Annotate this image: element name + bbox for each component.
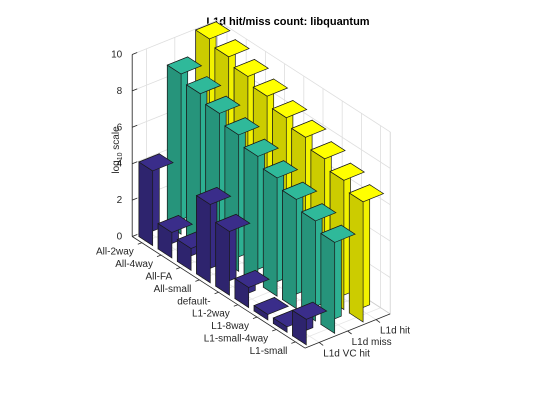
bar-top-face (281, 181, 318, 200)
bar (166, 56, 203, 235)
z-tick (132, 124, 138, 128)
series-tick (347, 330, 352, 335)
z-tick (132, 52, 138, 55)
category-tick (291, 341, 296, 344)
z-tick-label: 0 (117, 232, 123, 243)
category-tick (252, 316, 258, 319)
bar (195, 186, 232, 284)
bar-top-face (252, 78, 289, 97)
bar-top-face (194, 21, 231, 40)
bar-front-face (243, 146, 259, 285)
bar-top-face (166, 56, 203, 75)
bar (300, 203, 337, 322)
bar-top-face (291, 301, 328, 320)
series-tick-label: L1d miss (352, 337, 392, 348)
bar-top-face (214, 213, 251, 232)
category-tick-label: L1-8way (211, 321, 249, 332)
bar-top-face (271, 100, 308, 119)
bar-top-face (233, 59, 270, 77)
bar-top-face (204, 95, 241, 114)
series-tick (318, 342, 324, 346)
category-tick-label: L1-small-4way (204, 334, 268, 345)
category-tick (214, 291, 219, 295)
bar-front-face (166, 64, 182, 235)
bar-top-face (224, 117, 260, 136)
z-axis-label-sub: 10 (117, 152, 124, 160)
bar (262, 160, 299, 297)
category-tick-label: All-4way (115, 259, 153, 270)
category-tick-label: All-small (154, 284, 192, 295)
bar-front-face (215, 221, 230, 296)
series-tick-label: L1d hit (380, 326, 410, 337)
bar-front-face (196, 194, 211, 284)
bar (253, 296, 290, 321)
category-tick-label: All-2way (96, 247, 134, 258)
bar-top-face (185, 76, 222, 95)
z-tick-label: 10 (111, 50, 123, 61)
bar-top-face (348, 184, 385, 203)
z-tick (132, 234, 138, 237)
bar (291, 301, 328, 346)
bar-front-face (320, 232, 336, 335)
bar-top-face (195, 187, 232, 205)
bar-top-face (262, 160, 299, 179)
category-tick (233, 304, 238, 307)
bar (348, 184, 385, 323)
category-tick (156, 254, 162, 257)
category-tick (195, 279, 200, 282)
category-tick-label: L1-small (250, 346, 288, 357)
bar (214, 213, 251, 296)
series-tick (375, 319, 381, 323)
bar (281, 181, 318, 310)
bar-top-face (310, 141, 346, 160)
bar-top-face (329, 162, 366, 181)
bar-front-face (348, 192, 364, 323)
bar-top-face (300, 203, 337, 222)
bar (138, 153, 174, 247)
z-tick-label: 2 (117, 195, 123, 206)
category-tick (176, 267, 181, 270)
z-tick-label: 6 (117, 122, 123, 133)
z-axis-label: log10 scale (111, 126, 124, 174)
z-tick-label: 4 (117, 159, 123, 170)
bar-front-face (138, 161, 154, 247)
bars-group (138, 21, 385, 346)
bar (243, 138, 280, 285)
z-tick-label: 8 (117, 86, 123, 97)
category-tick-label: default- (177, 296, 210, 307)
z-axis-label-prefix: log (111, 160, 122, 173)
bar-top-face (320, 224, 356, 243)
chart-title: L1d hit/miss count: libquantum (206, 16, 369, 28)
bar-top-face (214, 39, 250, 58)
z-axis-label-suffix: scale (111, 126, 122, 153)
z-tick (132, 161, 138, 165)
category-tick (272, 329, 277, 332)
bar (234, 269, 270, 309)
category-tick-label: L1-2way (192, 309, 230, 320)
z-tick (132, 88, 138, 92)
bar-top-face (138, 153, 174, 172)
bar-top-face (290, 119, 327, 138)
bar (157, 214, 194, 259)
series-tick-label: L1d VC hit (323, 348, 370, 359)
bar-top-face (253, 297, 290, 315)
bar-top-face (243, 138, 280, 157)
category-tick-label: All-FA (146, 272, 173, 283)
category-tick (137, 242, 142, 245)
bar-top-face (234, 270, 270, 288)
z-tick (132, 197, 138, 201)
bar-top-face (157, 215, 194, 233)
bar-front-face (282, 189, 297, 310)
bar (320, 224, 356, 335)
